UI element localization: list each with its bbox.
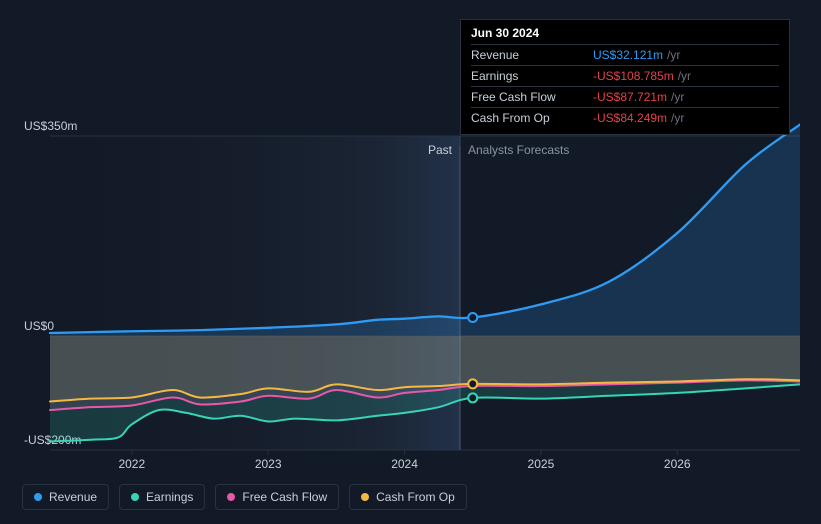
legend-item-label: Cash From Op xyxy=(376,490,455,504)
tooltip-row-label: Earnings xyxy=(471,69,581,83)
svg-text:2026: 2026 xyxy=(664,457,691,471)
svg-text:Analysts Forecasts: Analysts Forecasts xyxy=(468,143,569,157)
legend-item-revenue[interactable]: Revenue xyxy=(22,484,109,510)
svg-text:US$0: US$0 xyxy=(24,319,54,333)
chart-tooltip: Jun 30 2024 Revenue US$32.121m/yr Earnings… xyxy=(460,19,790,135)
tooltip-row-value: -US$84.249m/yr xyxy=(593,111,779,125)
svg-text:Past: Past xyxy=(428,143,453,157)
tooltip-row-label: Cash From Op xyxy=(471,111,581,125)
legend-item-label: Revenue xyxy=(49,490,97,504)
legend-item-fcf[interactable]: Free Cash Flow xyxy=(215,484,339,510)
svg-text:US$350m: US$350m xyxy=(24,119,77,133)
tooltip-row: Earnings -US$108.785m/yr xyxy=(471,65,779,86)
legend-dot-icon xyxy=(361,493,369,501)
chart-legend: Revenue Earnings Free Cash Flow Cash From O… xyxy=(22,484,467,510)
tooltip-row-label: Revenue xyxy=(471,48,581,62)
legend-dot-icon xyxy=(34,493,42,501)
svg-text:2025: 2025 xyxy=(528,457,555,471)
svg-text:2023: 2023 xyxy=(255,457,282,471)
svg-text:2022: 2022 xyxy=(118,457,145,471)
tooltip-row: Free Cash Flow -US$87.721m/yr xyxy=(471,86,779,107)
tooltip-row: Revenue US$32.121m/yr xyxy=(471,44,779,65)
tooltip-row-value: -US$108.785m/yr xyxy=(593,69,779,83)
legend-dot-icon xyxy=(227,493,235,501)
legend-item-earnings[interactable]: Earnings xyxy=(119,484,205,510)
legend-dot-icon xyxy=(131,493,139,501)
legend-item-label: Free Cash Flow xyxy=(242,490,327,504)
tooltip-row-label: Free Cash Flow xyxy=(471,90,581,104)
tooltip-row-value: US$32.121m/yr xyxy=(593,48,779,62)
tooltip-row: Cash From Op -US$84.249m/yr xyxy=(471,107,779,128)
svg-text:2024: 2024 xyxy=(391,457,418,471)
legend-item-label: Earnings xyxy=(146,490,193,504)
tooltip-title: Jun 30 2024 xyxy=(471,26,779,44)
tooltip-row-value: -US$87.721m/yr xyxy=(593,90,779,104)
legend-item-cfo[interactable]: Cash From Op xyxy=(349,484,467,510)
